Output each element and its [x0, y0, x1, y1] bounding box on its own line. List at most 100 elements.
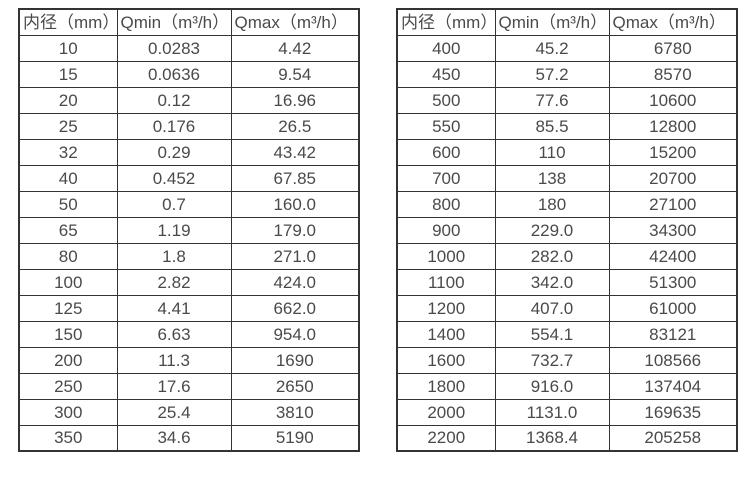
table-cell: 15	[18, 60, 118, 88]
table-row: 10 0.0283 4.42	[18, 34, 360, 62]
table-row: 550 85.5 12800	[396, 112, 738, 140]
table-cell: 1200	[396, 294, 496, 322]
table-row: 32 0.29 43.42	[18, 138, 360, 166]
table-row: 450 57.2 8570	[396, 60, 738, 88]
table-row: 65 1.19 179.0	[18, 216, 360, 244]
flow-spec-table-large-diameters: 内径（mm） Qmin（m³/h） Qmax（m³/h） 400 45.2 6780 45…	[396, 8, 738, 452]
table-cell: 0.0636	[116, 60, 232, 88]
table-row: 600 110 15200	[396, 138, 738, 166]
table-cell: 3810	[230, 398, 360, 426]
table-cell: 42400	[608, 242, 738, 270]
table-cell: 17.6	[116, 372, 232, 400]
table-cell: 6780	[608, 34, 738, 62]
table-row: 700 138 20700	[396, 164, 738, 192]
table-cell: 108566	[608, 346, 738, 374]
table-cell: 229.0	[494, 216, 610, 244]
table-cell: 1368.4	[494, 424, 610, 452]
table-cell: 800	[396, 190, 496, 218]
table-cell: 2650	[230, 372, 360, 400]
table-row: 800 180 27100	[396, 190, 738, 218]
table-cell: 554.1	[494, 320, 610, 348]
table-row: 350 34.6 5190	[18, 424, 360, 452]
table-cell: 1000	[396, 242, 496, 270]
table-cell: 4.41	[116, 294, 232, 322]
table-cell: 12800	[608, 112, 738, 140]
table-row: 900 229.0 34300	[396, 216, 738, 244]
table-cell: 700	[396, 164, 496, 192]
table-cell: 45.2	[494, 34, 610, 62]
table-cell: 400	[396, 34, 496, 62]
table-cell: 67.85	[230, 164, 360, 192]
table-cell: 15200	[608, 138, 738, 166]
table-cell: 0.0283	[116, 34, 232, 62]
table-cell: 179.0	[230, 216, 360, 244]
table-cell: 500	[396, 86, 496, 114]
table-cell: 282.0	[494, 242, 610, 270]
table-cell: 10	[18, 34, 118, 62]
table-row: 1800 916.0 137404	[396, 372, 738, 400]
table-cell: 600	[396, 138, 496, 166]
table-cell: 2000	[396, 398, 496, 426]
table-body: 400 45.2 6780 450 57.2 8570 500 77.6 10600 550 85.…	[396, 34, 738, 452]
table-row: 内径（mm） Qmin（m³/h） Qmax（m³/h）	[396, 8, 738, 36]
table-cell: 1400	[396, 320, 496, 348]
column-header: 内径（mm）	[18, 8, 118, 36]
table-row: 25 0.176 26.5	[18, 112, 360, 140]
table-row: 15 0.0636 9.54	[18, 60, 360, 88]
table-cell: 200	[18, 346, 118, 374]
table-cell: 20700	[608, 164, 738, 192]
table-cell: 1.19	[116, 216, 232, 244]
table-cell: 5190	[230, 424, 360, 452]
table-cell: 26.5	[230, 112, 360, 140]
table-cell: 9.54	[230, 60, 360, 88]
column-header: Qmax（m³/h）	[230, 8, 360, 36]
table-cell: 34300	[608, 216, 738, 244]
table-cell: 10600	[608, 86, 738, 114]
flow-spec-table-small-diameters: 内径（mm） Qmin（m³/h） Qmax（m³/h） 10 0.0283 4.42 1…	[18, 8, 360, 452]
table-cell: 424.0	[230, 268, 360, 296]
table-cell: 137404	[608, 372, 738, 400]
table-cell: 1100	[396, 268, 496, 296]
table-row: 300 25.4 3810	[18, 398, 360, 426]
table-cell: 1.8	[116, 242, 232, 270]
table-cell: 916.0	[494, 372, 610, 400]
column-header: Qmax（m³/h）	[608, 8, 738, 36]
table-cell: 16.96	[230, 86, 360, 114]
table-row: 1600 732.7 108566	[396, 346, 738, 374]
table-cell: 2200	[396, 424, 496, 452]
column-header: Qmin（m³/h）	[116, 8, 232, 36]
table-cell: 450	[396, 60, 496, 88]
table-cell: 1600	[396, 346, 496, 374]
table-header-row: 内径（mm） Qmin（m³/h） Qmax（m³/h）	[396, 8, 738, 36]
table-row: 1400 554.1 83121	[396, 320, 738, 348]
table-cell: 550	[396, 112, 496, 140]
table-cell: 1800	[396, 372, 496, 400]
table-cell: 0.12	[116, 86, 232, 114]
table-cell: 11.3	[116, 346, 232, 374]
table-cell: 100	[18, 268, 118, 296]
table-cell: 0.7	[116, 190, 232, 218]
table-cell: 83121	[608, 320, 738, 348]
table-cell: 1131.0	[494, 398, 610, 426]
table-cell: 0.176	[116, 112, 232, 140]
table-cell: 662.0	[230, 294, 360, 322]
table-cell: 271.0	[230, 242, 360, 270]
table-cell: 407.0	[494, 294, 610, 322]
table-cell: 77.6	[494, 86, 610, 114]
table-row: 50 0.7 160.0	[18, 190, 360, 218]
table-cell: 250	[18, 372, 118, 400]
table-row: 125 4.41 662.0	[18, 294, 360, 322]
table-row: 400 45.2 6780	[396, 34, 738, 62]
table-row: 500 77.6 10600	[396, 86, 738, 114]
table-cell: 1690	[230, 346, 360, 374]
table-cell: 50	[18, 190, 118, 218]
table-row: 20 0.12 16.96	[18, 86, 360, 114]
table-cell: 150	[18, 320, 118, 348]
table-cell: 160.0	[230, 190, 360, 218]
table-cell: 169635	[608, 398, 738, 426]
table-row: 80 1.8 271.0	[18, 242, 360, 270]
tables-container: 内径（mm） Qmin（m³/h） Qmax（m³/h） 10 0.0283 4.42 1…	[18, 8, 738, 452]
table-row: 1000 282.0 42400	[396, 242, 738, 270]
table-cell: 138	[494, 164, 610, 192]
table-cell: 65	[18, 216, 118, 244]
